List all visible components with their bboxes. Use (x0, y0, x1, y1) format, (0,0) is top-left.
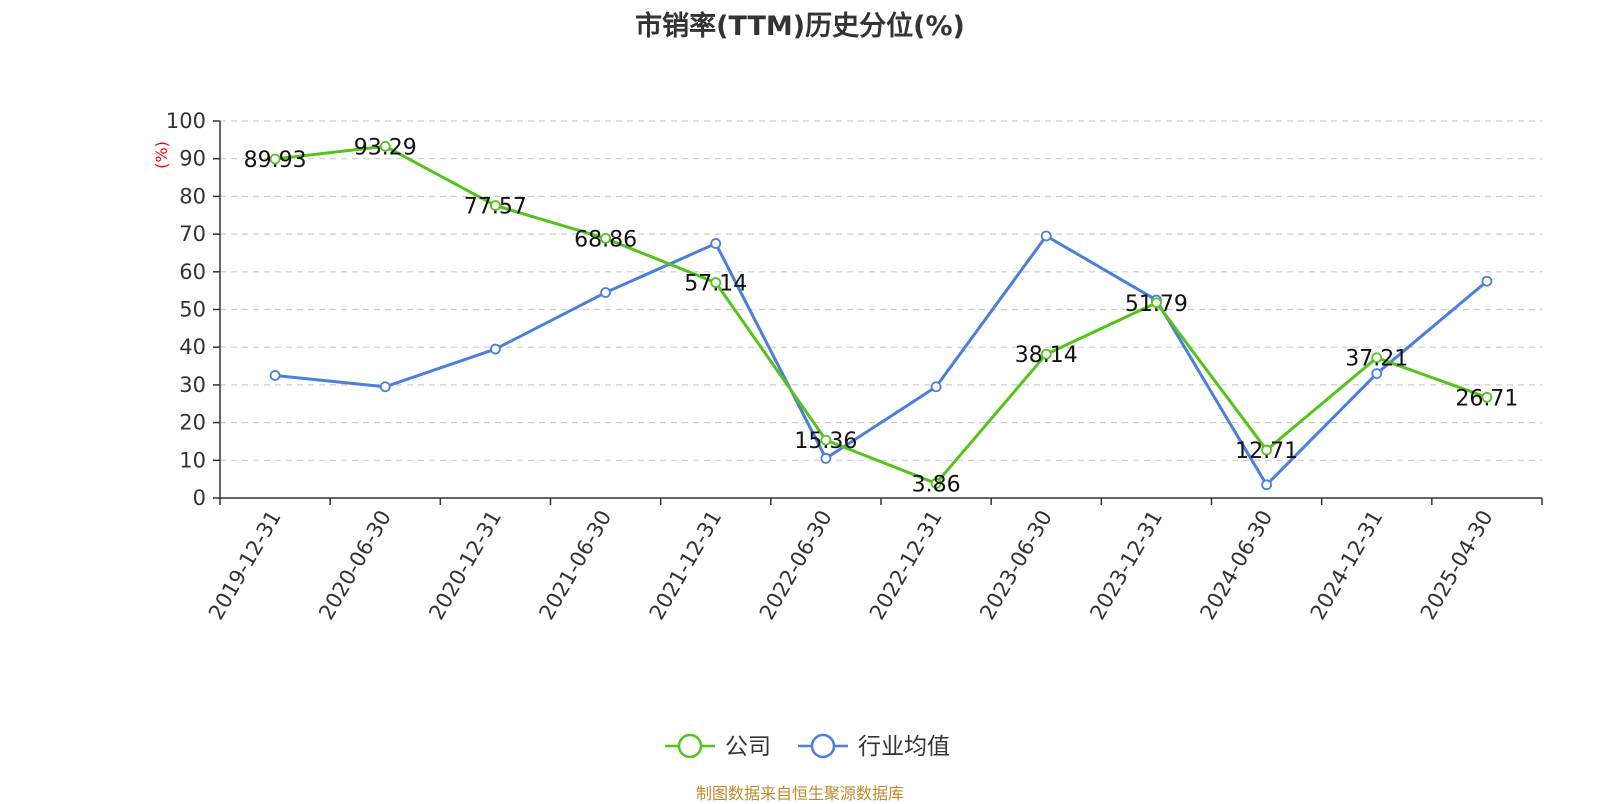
x-tick-label: 2024-06-30 (1195, 506, 1277, 624)
y-tick-label: 80 (179, 184, 206, 208)
data-point (1371, 352, 1383, 364)
legend-swatch-marker (677, 733, 703, 759)
data-point (710, 277, 722, 288)
series-line-industry (274, 234, 1488, 487)
data-point (490, 200, 501, 211)
x-tick-label: 2021-06-30 (534, 506, 616, 624)
data-point (379, 140, 391, 152)
grid-lines (220, 120, 1542, 461)
data-point (820, 434, 832, 446)
data-point (1261, 479, 1272, 491)
data-label: 57.14 (684, 272, 747, 297)
x-tick-label: 2023-12-31 (1085, 506, 1167, 624)
data-point (1481, 391, 1493, 403)
data-point (269, 370, 281, 381)
data-point (930, 381, 942, 393)
data-point (930, 478, 942, 489)
data-point (490, 343, 501, 355)
data-point (1481, 275, 1493, 287)
data-point (269, 153, 281, 165)
data-point (1371, 368, 1383, 379)
y-tick-label: 20 (179, 411, 206, 435)
data-label: 89.93 (244, 148, 307, 173)
data-label: 15.36 (794, 429, 857, 454)
data-label: 51.79 (1125, 292, 1188, 317)
x-tick-label: 2022-12-31 (865, 506, 947, 624)
x-tick-label: 2024-12-31 (1306, 506, 1388, 624)
data-labels: 89.93 93.29 77.57 68.86 57.14 15.36 3.86 38.14 5… (244, 135, 1519, 497)
series-layer (269, 140, 1493, 491)
x-tick-label: 2025-04-30 (1416, 506, 1498, 624)
y-tick-label: 50 (179, 298, 206, 322)
y-axis-ticks: 0 10 20 30 40 50 60 70 80 90 100 (166, 109, 220, 510)
y-tick-label: 10 (179, 448, 206, 472)
data-point (710, 238, 722, 249)
legend: 公司 行业均值 (665, 733, 950, 760)
data-label: 38.14 (1015, 343, 1078, 368)
data-label: 26.71 (1455, 386, 1518, 411)
x-tick-label: 2023-06-30 (975, 506, 1057, 624)
y-tick-label: 100 (166, 109, 206, 133)
legend-swatch-marker (810, 733, 836, 759)
x-tick-label: 2021-12-31 (645, 506, 727, 624)
x-axis-ticks: 2019-12-31 2020-06-30 2020-12-31 2021-06-30… (204, 498, 1543, 624)
data-point (1040, 348, 1052, 360)
x-tick-label: 2022-06-30 (755, 506, 837, 624)
source-note: 制图数据来自恒生聚源数据库 (695, 784, 904, 803)
data-point (820, 453, 832, 464)
x-tick-label: 2019-12-31 (204, 506, 286, 624)
chart-title: 市销率(TTM)历史分位(%) (635, 11, 965, 42)
x-tick-label: 2020-06-30 (314, 506, 396, 624)
y-tick-label: 0 (193, 486, 206, 510)
data-label: 3.86 (912, 472, 961, 497)
data-point (600, 232, 611, 244)
y-tick-label: 40 (179, 335, 206, 359)
x-tick-label: 2020-12-31 (424, 506, 506, 624)
series-line-company (274, 144, 1488, 485)
legend-label: 公司 (725, 734, 771, 760)
data-point (1261, 444, 1272, 456)
y-axis-label: (%) (152, 141, 171, 169)
y-tick-label: 70 (179, 222, 206, 246)
data-label: 37.21 (1345, 347, 1408, 372)
y-tick-label: 60 (179, 260, 206, 284)
data-label: 12.71 (1235, 439, 1298, 464)
y-tick-label: 30 (179, 373, 206, 397)
data-point (1040, 230, 1052, 242)
y-tick-label: 90 (179, 147, 206, 171)
data-label: 93.29 (354, 135, 417, 160)
data-label: 68.86 (574, 227, 637, 252)
data-point (379, 381, 391, 393)
data-label: 77.57 (464, 195, 527, 220)
legend-label: 行业均值 (858, 734, 950, 760)
data-point (1151, 297, 1162, 309)
data-point (600, 287, 611, 298)
